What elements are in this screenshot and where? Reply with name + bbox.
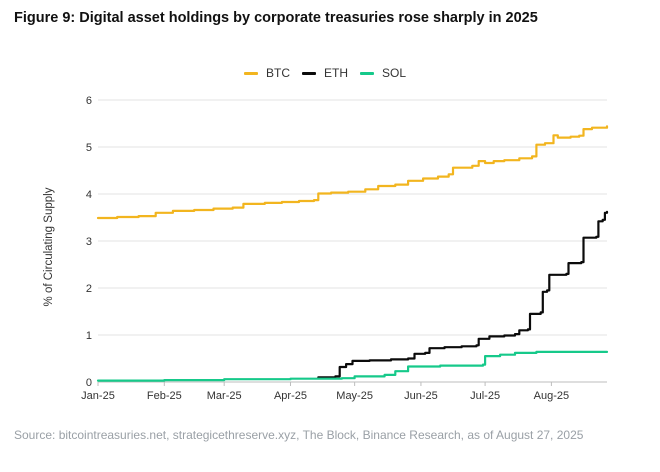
series-line-eth [317,210,609,379]
x-tick-label: Feb-25 [147,390,182,402]
x-tick-label: Jan-25 [81,390,115,402]
legend-swatch-sol [360,71,374,75]
y-tick-label: 1 [86,330,92,342]
x-tick-label: Mar-25 [207,390,242,402]
legend-label-btc: BTC [266,66,290,80]
legend-label-eth: ETH [324,66,348,80]
legend-swatch-eth [302,71,316,75]
legend-swatch-btc [244,71,258,75]
line-chart: 0 1 2 3 4 5 6 Jan-25 Feb-25 Mar-25 Apr-25 May-25 Jun… [43,95,609,402]
y-tick-label: 0 [86,377,92,389]
y-tick-label: 5 [86,142,92,154]
legend-label-sol: SOL [382,66,407,80]
series-line-btc [96,125,609,220]
x-tick-label: Apr-25 [274,390,307,402]
series-line-sol [96,350,609,382]
chart-legend: BTC ETH SOL [0,64,660,82]
y-tick-label: 4 [86,189,92,201]
y-tick-label: 6 [86,95,92,107]
figure-title: Figure 9: Digital asset holdings by corp… [14,10,538,26]
x-tick-label: Jun-25 [404,390,438,402]
axes: 0 1 2 3 4 5 6 Jan-25 Feb-25 Mar-25 Apr-25 May-25 Jun… [81,95,607,402]
legend-item-sol: SOL [360,64,406,82]
legend-item-btc: BTC [244,64,290,82]
source-note: Source: bitcointreasuries.net, strategic… [14,428,584,442]
x-tick-label: May-25 [336,390,373,402]
y-tick-label: 3 [86,236,92,248]
y-tick-label: 2 [86,283,92,295]
series-lines [96,125,609,382]
x-tick-label: Jul-25 [470,390,500,402]
legend-item-eth: ETH [302,64,348,82]
x-tick-label: Aug-25 [534,390,569,402]
gridlines [98,99,607,336]
y-axis-label: % of Circulating Supply [43,187,55,306]
